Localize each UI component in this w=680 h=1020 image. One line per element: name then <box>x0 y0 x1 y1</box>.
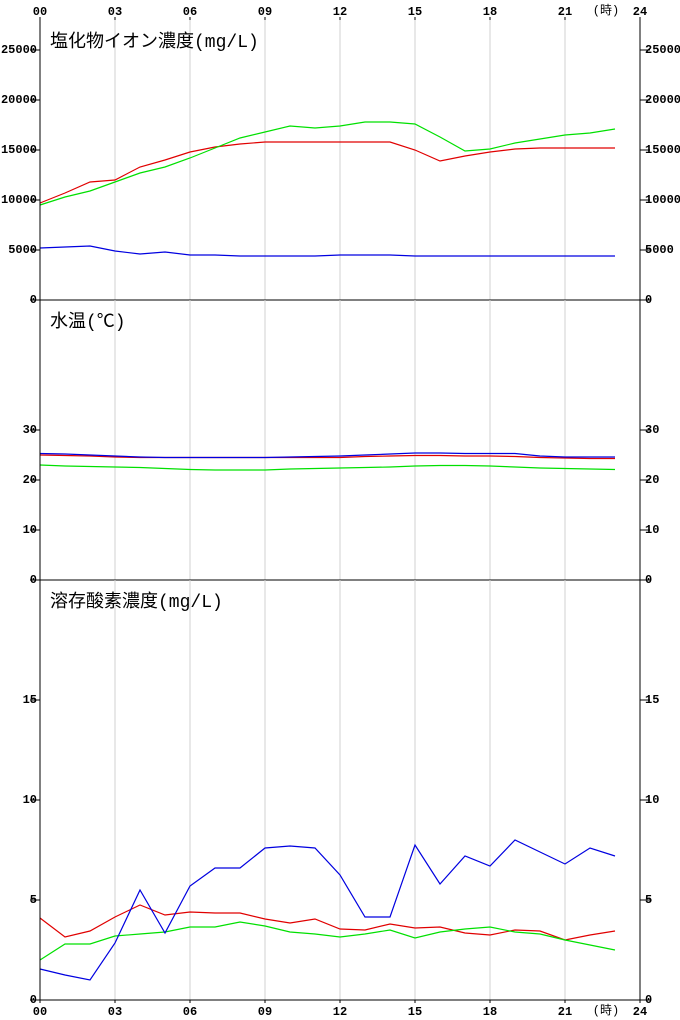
series-line <box>39 839 616 981</box>
y-tick-label: 30 <box>645 423 659 437</box>
x-tick-label: 00 <box>33 5 47 19</box>
y-tick-label: 25000 <box>645 43 680 57</box>
y-tick-label: 5000 <box>8 243 37 257</box>
x-tick-label: 24 <box>633 5 647 19</box>
y-tick-label: 30 <box>23 423 37 437</box>
y-tick-label: 10 <box>23 793 37 807</box>
x-tick-label: 21 <box>558 5 572 19</box>
x-unit: (時) <box>593 3 619 18</box>
y-tick-label: 20000 <box>645 93 680 107</box>
series-line <box>39 904 616 941</box>
x-tick-label: 03 <box>108 1005 122 1019</box>
x-tick-label: 18 <box>483 1005 497 1019</box>
y-tick-label: 0 <box>645 293 652 307</box>
x-tick-label: 12 <box>333 5 347 19</box>
y-tick-label: 10 <box>23 523 37 537</box>
series-line <box>39 141 615 204</box>
y-tick-label: 15 <box>23 693 37 707</box>
x-unit: (時) <box>593 1003 619 1018</box>
y-tick-label: 10000 <box>645 193 680 207</box>
x-tick-label: 09 <box>258 1005 272 1019</box>
x-tick-label: 06 <box>183 5 197 19</box>
x-tick-label: 12 <box>333 1005 347 1019</box>
y-tick-label: 5 <box>30 893 37 907</box>
y-tick-label: 0 <box>30 993 37 1007</box>
x-tick-label: 15 <box>408 5 422 19</box>
x-tick-label: 09 <box>258 5 272 19</box>
y-tick-label: 25000 <box>1 43 37 57</box>
x-tick-label: 21 <box>558 1005 572 1019</box>
series-line <box>39 245 615 257</box>
y-tick-label: 20 <box>645 473 659 487</box>
x-tick-label: 03 <box>108 5 122 19</box>
x-tick-label: 18 <box>483 5 497 19</box>
y-tick-label: 0 <box>30 293 37 307</box>
y-tick-label: 0 <box>30 573 37 587</box>
y-tick-label: 5000 <box>645 243 674 257</box>
y-tick-label: 20 <box>23 473 37 487</box>
x-tick-label: 24 <box>633 1005 647 1019</box>
x-tick-label: 06 <box>183 1005 197 1019</box>
y-tick-label: 10 <box>645 523 659 537</box>
y-tick-label: 0 <box>645 573 652 587</box>
y-tick-label: 10 <box>645 793 659 807</box>
y-tick-label: 5 <box>645 893 652 907</box>
series-line <box>39 121 616 206</box>
x-tick-label: 15 <box>408 1005 422 1019</box>
panel-title: 塩化物イオン濃度(mg/L) <box>50 31 259 53</box>
series-line <box>39 464 616 471</box>
series-line <box>39 452 615 459</box>
panel-title: 水温(℃) <box>50 311 126 333</box>
y-tick-label: 0 <box>645 993 652 1007</box>
x-tick-label: 00 <box>33 1005 47 1019</box>
series-line <box>39 921 616 961</box>
y-tick-label: 15000 <box>1 143 37 157</box>
y-tick-label: 10000 <box>1 193 37 207</box>
panel-title: 溶存酸素濃度(mg/L) <box>50 591 223 613</box>
y-tick-label: 15000 <box>645 143 680 157</box>
y-tick-label: 15 <box>645 693 659 707</box>
y-tick-label: 20000 <box>1 93 37 107</box>
